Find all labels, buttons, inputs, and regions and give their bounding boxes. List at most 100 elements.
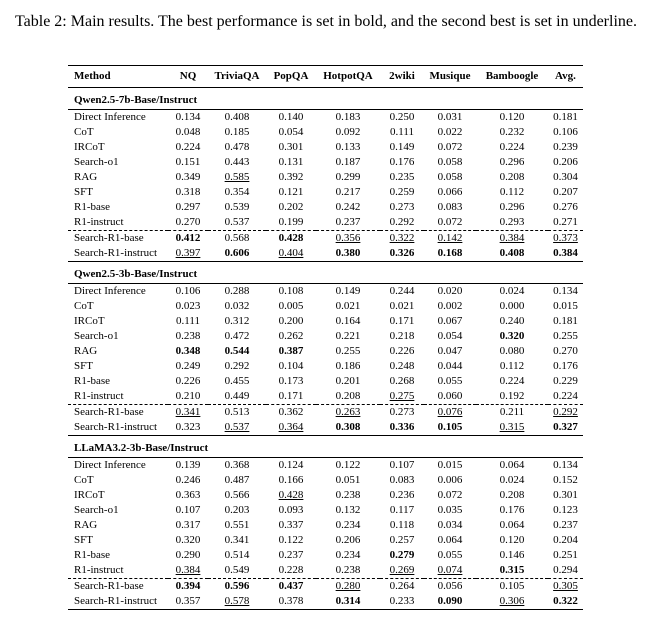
- score-cell: 0.083: [389, 474, 415, 486]
- score-cell: 0.151: [175, 156, 201, 168]
- score-cell: 0.106: [553, 126, 578, 138]
- method-cell: RAG: [74, 171, 98, 183]
- score-cell: 0.224: [175, 141, 201, 153]
- score-cell: 0.539: [224, 201, 250, 213]
- score-cell: 0.108: [278, 285, 304, 297]
- score-cell: 0.152: [553, 474, 578, 486]
- score-cell: 0.232: [499, 126, 525, 138]
- score-cell: 0.279: [389, 549, 415, 561]
- table-row: Search-o1 0.151 0.443 0.131 0.187 0.176 0.058 0…: [68, 155, 583, 170]
- score-cell: 0.356: [316, 230, 380, 246]
- score-cell: 0.122: [278, 534, 304, 546]
- table-row: Direct Inference 0.139 0.368 0.124 0.122 0.10…: [68, 458, 583, 474]
- score-cell: 0.537: [224, 216, 250, 228]
- score-cell: 0.171: [389, 315, 415, 327]
- score-cell: 0.238: [335, 564, 361, 576]
- score-cell: 0.072: [437, 489, 463, 501]
- score-cell: 0.015: [553, 300, 578, 312]
- score-cell: 0.275: [389, 390, 415, 402]
- score-cell: 0.208: [499, 171, 525, 183]
- score-cell: 0.246: [175, 474, 201, 486]
- score-cell: 0.120: [499, 111, 525, 123]
- score-cell: 0.315: [476, 420, 548, 436]
- method-cell: R1-instruct: [74, 216, 124, 228]
- score-cell: 0.234: [335, 519, 361, 531]
- table-row: SFT 0.249 0.292 0.104 0.186 0.248 0.044 0.112 0.…: [68, 359, 583, 374]
- score-cell: 0.292: [389, 216, 415, 228]
- score-cell: 0.118: [389, 519, 415, 531]
- score-cell: 0.566: [224, 489, 250, 501]
- score-cell: 0.090: [424, 594, 476, 610]
- score-cell: 0.140: [278, 111, 304, 123]
- score-cell: 0.408: [476, 246, 548, 262]
- table-row: SFT 0.318 0.354 0.121 0.217 0.259 0.066 0.112 0.…: [68, 185, 583, 200]
- score-cell: 0.083: [437, 201, 463, 213]
- score-cell: 0.112: [499, 360, 525, 372]
- header-row: Method NQ TriviaQA PopQA HotpotQA 2wiki Musiqu…: [68, 65, 583, 88]
- column-header: Avg.: [555, 70, 576, 82]
- score-cell: 0.397: [168, 246, 208, 262]
- score-cell: 0.249: [175, 360, 201, 372]
- score-cell: 0.204: [553, 534, 578, 546]
- table-body: Qwen2.5-7b-Base/Instruct Direct Inference…: [68, 87, 583, 610]
- score-cell: 0.288: [224, 285, 250, 297]
- score-cell: 0.242: [335, 201, 361, 213]
- score-cell: 0.237: [278, 549, 304, 561]
- table-row: IRCoT 0.363 0.566 0.428 0.238 0.236 0.072 0.208…: [68, 488, 583, 503]
- score-cell: 0.117: [389, 504, 415, 516]
- score-cell: 0.378: [266, 594, 316, 610]
- table-row: IRCoT 0.111 0.312 0.200 0.164 0.171 0.067 0.240…: [68, 314, 583, 329]
- method-cell: CoT: [74, 474, 94, 486]
- score-cell: 0.394: [168, 578, 208, 594]
- section-title: Qwen2.5-3b-Base/Instruct: [68, 261, 583, 284]
- score-cell: 0.142: [424, 230, 476, 246]
- score-cell: 0.076: [424, 404, 476, 420]
- method-cell: R1-base: [74, 201, 111, 213]
- table-row: R1-base 0.290 0.514 0.237 0.234 0.279 0.055 0.1…: [68, 548, 583, 563]
- score-cell: 0.051: [335, 474, 361, 486]
- score-cell: 0.146: [499, 549, 525, 561]
- score-cell: 0.301: [278, 141, 304, 153]
- table-row: Search-o1 0.238 0.472 0.262 0.221 0.218 0.054 0…: [68, 329, 583, 344]
- score-cell: 0.000: [499, 300, 525, 312]
- method-cell: Direct Inference: [74, 285, 146, 297]
- table-row: Search-o1 0.107 0.203 0.093 0.132 0.117 0.035 0…: [68, 503, 583, 518]
- table-row: Search-R1-base 0.341 0.513 0.362 0.263 0.273 0…: [68, 404, 583, 420]
- method-cell: Search-R1-instruct: [68, 420, 168, 436]
- score-cell: 0.363: [175, 489, 201, 501]
- score-cell: 0.224: [499, 141, 525, 153]
- score-cell: 0.031: [437, 111, 463, 123]
- score-cell: 0.315: [499, 564, 525, 576]
- score-cell: 0.056: [424, 578, 476, 594]
- score-cell: 0.022: [437, 126, 463, 138]
- score-cell: 0.181: [553, 315, 578, 327]
- score-cell: 0.248: [389, 360, 415, 372]
- table-row: CoT 0.023 0.032 0.005 0.021 0.021 0.002 0.000 0.…: [68, 299, 583, 314]
- column-header: HotpotQA: [323, 70, 373, 82]
- method-cell: Search-R1-base: [68, 230, 168, 246]
- table-row: CoT 0.246 0.487 0.166 0.051 0.083 0.006 0.024 0.…: [68, 473, 583, 488]
- caption: Table 2: Main results. The best performa…: [15, 13, 637, 30]
- score-cell: 0.060: [437, 390, 463, 402]
- score-cell: 0.015: [437, 459, 463, 471]
- method-cell: Search-o1: [74, 330, 119, 342]
- table-row: Search-R1-base 0.394 0.596 0.437 0.280 0.264 0…: [68, 578, 583, 594]
- table-row: Direct Inference 0.134 0.408 0.140 0.183 0.25…: [68, 110, 583, 126]
- score-cell: 0.354: [224, 186, 250, 198]
- score-cell: 0.123: [553, 504, 578, 516]
- score-cell: 0.270: [175, 216, 201, 228]
- method-cell: IRCoT: [74, 141, 105, 153]
- score-cell: 0.585: [224, 171, 250, 183]
- score-cell: 0.005: [278, 300, 304, 312]
- score-cell: 0.323: [168, 420, 208, 436]
- method-cell: Search-R1-instruct: [68, 594, 168, 610]
- method-cell: CoT: [74, 126, 94, 138]
- score-cell: 0.292: [224, 360, 250, 372]
- score-cell: 0.111: [390, 126, 414, 138]
- score-cell: 0.185: [224, 126, 250, 138]
- score-cell: 0.364: [266, 420, 316, 436]
- score-cell: 0.239: [553, 141, 578, 153]
- score-cell: 0.206: [335, 534, 361, 546]
- table-row: RAG 0.349 0.585 0.392 0.299 0.235 0.058 0.208 0.…: [68, 170, 583, 185]
- score-cell: 0.308: [316, 420, 380, 436]
